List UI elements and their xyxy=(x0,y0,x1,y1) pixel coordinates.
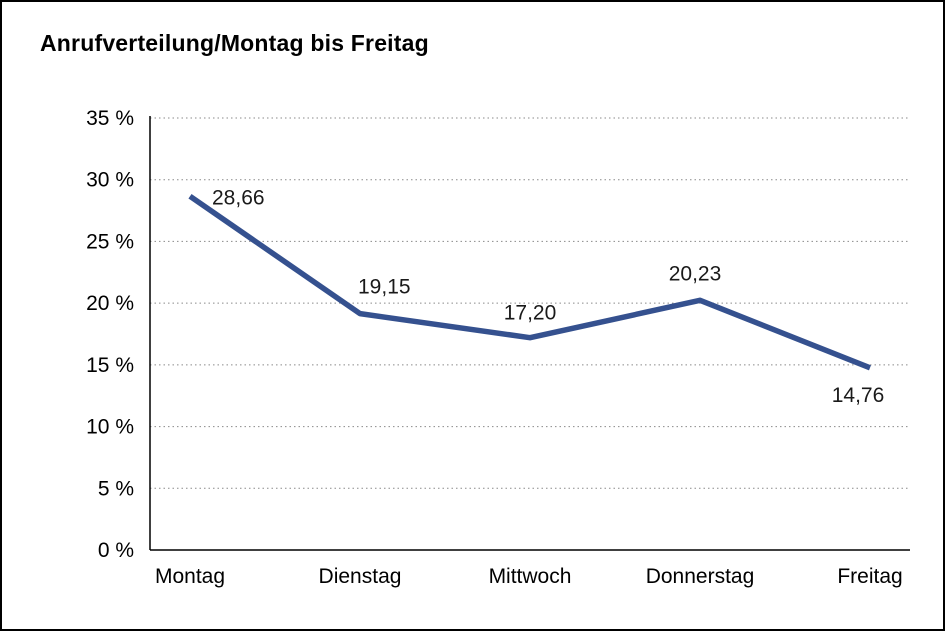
x-axis-category-label: Donnerstag xyxy=(646,565,755,588)
data-point-label: 28,66 xyxy=(212,186,265,209)
y-axis-tick-label: 30 % xyxy=(86,169,134,192)
data-point-label: 19,15 xyxy=(358,276,411,299)
y-axis-tick-label: 15 % xyxy=(86,354,134,377)
y-axis-tick-label: 25 % xyxy=(86,230,134,253)
x-axis-category-label: Montag xyxy=(155,565,225,588)
data-line xyxy=(188,193,872,371)
y-axis-tick-label: 20 % xyxy=(86,292,134,315)
x-axis-category-label: Dienstag xyxy=(319,565,402,588)
y-axis-tick-label: 0 % xyxy=(98,539,134,562)
chart-title: Anrufverteilung/Montag bis Freitag xyxy=(40,30,429,56)
data-point-label: 14,76 xyxy=(832,384,885,407)
data-point-label: 17,20 xyxy=(504,302,557,325)
x-axis-category-label: Freitag xyxy=(837,565,902,588)
y-axis-tick-label: 5 % xyxy=(98,477,134,500)
y-axis-tick-label: 10 % xyxy=(86,416,134,439)
x-axis-category-label: Mittwoch xyxy=(489,565,572,588)
data-point-label: 20,23 xyxy=(669,262,722,285)
y-axis-tick-label: 35 % xyxy=(86,107,134,130)
